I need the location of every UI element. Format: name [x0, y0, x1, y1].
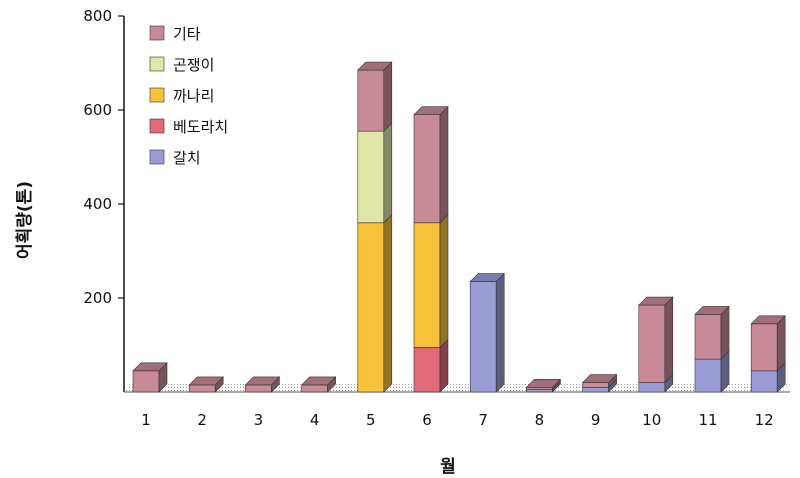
- x-tick-label: 9: [591, 411, 601, 429]
- bar-front: [638, 382, 666, 393]
- legend-label: 곤쟁이: [173, 56, 214, 74]
- bar-side: [439, 214, 449, 349]
- bar-front: [694, 358, 722, 393]
- bar-top: [581, 374, 618, 383]
- y-axis-title: 어획량(톤): [15, 181, 35, 259]
- legend-label: 까나리: [173, 87, 214, 105]
- bar-top: [357, 61, 393, 71]
- bar-side: [383, 214, 393, 393]
- legend-item: 갈치: [149, 149, 201, 167]
- bar-front: [357, 222, 385, 393]
- bar-top: [638, 296, 674, 306]
- bar-front: [188, 384, 216, 393]
- bar-front: [413, 114, 441, 224]
- x-tick-label: 5: [366, 411, 376, 429]
- bar-front: [301, 384, 328, 393]
- bar-front: [694, 314, 722, 360]
- bar-segment: [469, 272, 505, 393]
- bar-top: [469, 273, 505, 282]
- legend-swatch: [149, 56, 165, 72]
- bar-top: [413, 106, 449, 115]
- bar-side: [495, 272, 505, 393]
- x-tick-label: 1: [141, 411, 151, 429]
- bar-top: [694, 306, 730, 315]
- bar-top: [244, 376, 281, 386]
- bar-top: [300, 376, 337, 386]
- bar-front: [413, 347, 441, 393]
- bar-segment: [638, 296, 674, 384]
- bar-front: [638, 304, 666, 383]
- bars: [132, 61, 786, 393]
- x-tick-label: 4: [310, 411, 320, 429]
- x-tick-label: 12: [755, 411, 774, 429]
- x-axis-ticks: 1 2 3 4 5 6 7 8 9 10 11 12: [141, 411, 774, 429]
- legend-swatch: [149, 25, 165, 41]
- legend-swatch: [149, 87, 165, 103]
- bar-front: [357, 69, 385, 132]
- x-axis-title: 월: [440, 457, 456, 477]
- bar-front: [469, 281, 497, 393]
- legend-swatch: [149, 118, 165, 134]
- bar-side: [664, 296, 674, 384]
- bar-side: [720, 305, 730, 360]
- x-tick-label: 6: [422, 411, 432, 429]
- bar-top: [525, 378, 562, 388]
- x-tick-label: 10: [642, 411, 661, 429]
- y-axis: 200 400 600 800: [83, 7, 790, 393]
- x-tick-label: 3: [254, 411, 264, 429]
- bar-front: [132, 370, 160, 393]
- bar-front: [582, 382, 609, 388]
- legend-item: 기타: [149, 25, 201, 43]
- bar-side: [383, 61, 393, 132]
- y-tick-label: 800: [83, 7, 112, 25]
- legend-label: 기타: [173, 25, 201, 43]
- legend-item: 까나리: [149, 87, 214, 105]
- legend-swatch: [149, 149, 165, 165]
- bar-top: [188, 376, 224, 386]
- floor-plane: [124, 384, 790, 392]
- bar-segment: [357, 61, 393, 132]
- bar-front: [526, 389, 553, 393]
- x-tick-label: 2: [197, 411, 207, 429]
- legend-label: 갈치: [173, 149, 201, 167]
- bar-front: [526, 386, 553, 390]
- y-tick-label: 400: [83, 195, 112, 213]
- bar-side: [439, 338, 449, 393]
- bar-front: [582, 386, 609, 393]
- x-tick-label: 11: [698, 411, 717, 429]
- bar-side: [776, 315, 786, 372]
- bar-segment: [413, 214, 449, 349]
- bar-segment: [413, 105, 449, 224]
- bar-front: [413, 222, 441, 348]
- bar-front: [750, 370, 778, 393]
- bar-side: [439, 105, 449, 224]
- bar-front: [357, 130, 385, 224]
- bar-top: [750, 315, 786, 325]
- chart-floor: [124, 384, 790, 392]
- bar-segment: [357, 122, 393, 224]
- x-tick-label: 7: [478, 411, 488, 429]
- legend-item: 베도라치: [149, 118, 228, 136]
- x-tick-label: 8: [535, 411, 545, 429]
- bar-front: [750, 323, 778, 372]
- bar-segment: [750, 315, 786, 372]
- legend-item: 곤쟁이: [149, 56, 214, 74]
- bar-segment: [694, 305, 730, 360]
- bar-segment: [413, 338, 449, 393]
- y-tick-label: 600: [83, 101, 112, 119]
- y-tick-label: 200: [83, 289, 112, 307]
- bar-side: [383, 122, 393, 224]
- bar-segment: [357, 214, 393, 393]
- bar-top: [132, 362, 168, 372]
- legend-label: 베도라치: [173, 118, 228, 136]
- bar-front: [245, 384, 272, 393]
